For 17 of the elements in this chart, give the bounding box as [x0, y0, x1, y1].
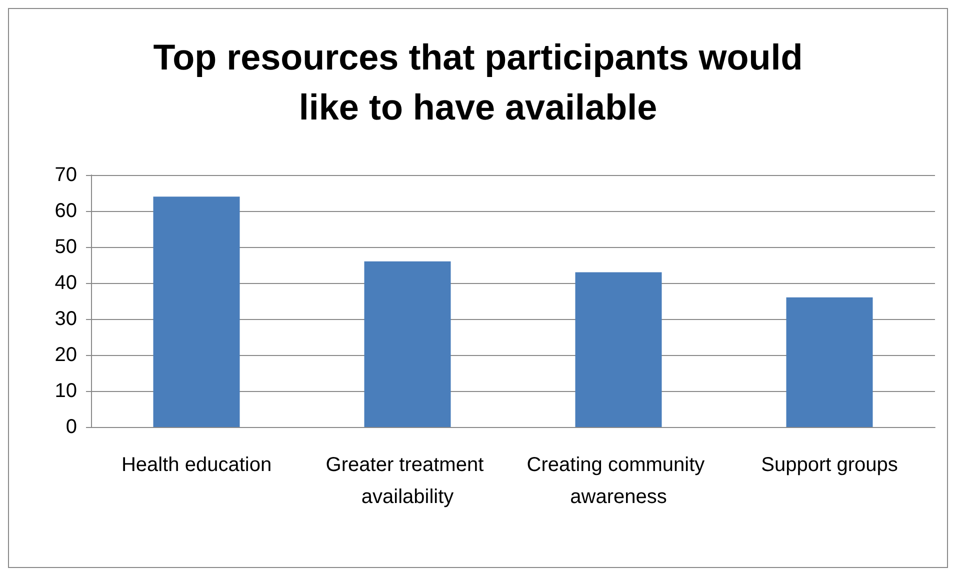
y-tick-label: 30 — [54, 308, 77, 330]
bar — [364, 261, 451, 427]
y-tick-label: 10 — [54, 380, 77, 402]
chart-title: Top resources that participants would like to have available — [153, 36, 803, 128]
bar — [786, 297, 873, 427]
y-tick-label: 50 — [54, 236, 77, 258]
y-tick-label: 0 — [66, 416, 77, 438]
bar — [153, 196, 240, 427]
y-tick-label: 60 — [54, 200, 77, 222]
x-tick-label: Greater treatment availability — [326, 454, 490, 508]
y-tick-label: 20 — [54, 344, 77, 366]
x-tick-label: Support groups — [761, 454, 898, 476]
x-tick-label: Creating community awareness — [526, 454, 710, 508]
x-tick-label: Health education — [121, 454, 272, 476]
y-tick-label: 40 — [54, 272, 77, 294]
bar — [575, 272, 662, 427]
y-tick-label: 70 — [54, 164, 77, 186]
